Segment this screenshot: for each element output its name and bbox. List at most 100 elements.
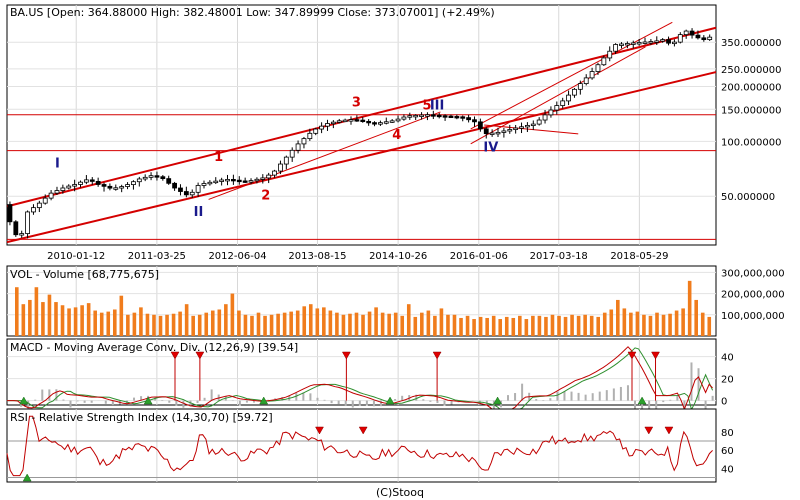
price-y-tick-label: 250.000000 <box>721 65 781 76</box>
volume-bar <box>564 317 568 336</box>
macd-histogram-bar <box>239 401 241 406</box>
candle-body <box>649 42 653 44</box>
macd-title: MACD - Moving Average Conv. Div. (12,26,… <box>10 341 298 354</box>
candle-body <box>690 31 694 35</box>
candle-body <box>408 116 412 118</box>
candle-body <box>43 198 47 203</box>
volume-bar <box>511 318 515 336</box>
macd-histogram-bar <box>331 401 333 404</box>
volume-bar <box>557 316 561 336</box>
volume-bar <box>466 316 470 336</box>
volume-bar <box>178 312 182 336</box>
macd-histogram-bar <box>620 387 622 401</box>
candle-body <box>73 184 77 186</box>
volume-bar <box>655 313 659 336</box>
candle-body <box>114 188 118 190</box>
candle-body <box>343 120 347 122</box>
candle-body <box>20 234 24 236</box>
candle-body <box>414 115 418 117</box>
candle-body <box>708 37 712 39</box>
volume-bar <box>231 294 235 336</box>
candle-body <box>314 129 318 133</box>
volume-bar <box>270 315 274 336</box>
volume-bar <box>642 315 646 336</box>
macd-histogram-bar <box>175 401 177 406</box>
macd-histogram-bar <box>309 393 311 400</box>
date-tick-label: 2012-06-04 <box>208 251 266 262</box>
candle-body <box>461 117 465 119</box>
candle-body <box>608 51 612 58</box>
candle-body <box>443 116 447 118</box>
macd-histogram-bar <box>712 396 714 401</box>
candle-body <box>49 193 53 198</box>
candle-body <box>684 31 688 35</box>
macd-histogram-bar <box>401 396 403 401</box>
volume-bar <box>106 312 110 336</box>
volume-y-tick-label: 200,000,000 <box>721 290 785 301</box>
wave-label: 3 <box>352 96 361 111</box>
macd-histogram-bar <box>443 401 445 406</box>
candle-body <box>467 118 471 120</box>
volume-bar <box>15 287 19 336</box>
macd-histogram-bar <box>77 401 79 402</box>
candle-body <box>320 126 324 129</box>
macd-histogram-bar <box>204 398 206 401</box>
candle-body <box>349 120 353 122</box>
volume-bar <box>525 319 529 336</box>
wave-label: 4 <box>392 128 401 143</box>
candle-body <box>508 130 512 132</box>
candle-body <box>337 121 341 123</box>
candle-body <box>96 181 100 184</box>
macd-histogram-bar <box>535 399 537 401</box>
volume-bar <box>342 315 346 336</box>
date-tick-label: 2016-01-06 <box>450 251 508 262</box>
candle-body <box>367 121 371 123</box>
volume-bar <box>381 313 385 336</box>
macd-histogram-bar <box>507 395 509 401</box>
macd-histogram-bar <box>690 362 692 400</box>
candle-body <box>520 127 524 129</box>
volume-bar <box>518 316 522 336</box>
date-tick-label: 2010-01-12 <box>47 251 105 262</box>
volume-bar <box>492 316 496 336</box>
volume-bar <box>420 313 424 336</box>
candle-body <box>14 222 18 235</box>
candle-body <box>672 42 676 44</box>
date-tick-label: 2011-03-25 <box>128 251 186 262</box>
macd-histogram-bar <box>324 400 326 401</box>
volume-bar <box>668 314 672 336</box>
candle-body <box>561 101 565 106</box>
candle-body <box>131 182 135 185</box>
volume-bar <box>165 315 169 336</box>
candle-body <box>478 122 482 129</box>
macd-histogram-bar <box>662 401 664 403</box>
candle-body <box>8 205 12 222</box>
macd-histogram-bar <box>563 391 565 400</box>
candle-body <box>355 120 359 122</box>
candle-body <box>555 106 559 110</box>
volume-bar <box>120 296 124 336</box>
candle-body <box>402 117 406 119</box>
volume-bar <box>361 315 365 336</box>
volume-bar <box>570 315 574 336</box>
wave-label: III <box>430 98 445 113</box>
volume-bar <box>126 315 130 336</box>
volume-bar <box>374 307 378 336</box>
date-tick-label: 2014-10-26 <box>369 251 427 262</box>
macd-histogram-bar <box>592 393 594 400</box>
candle-body <box>484 129 488 134</box>
volume-bar <box>433 316 437 336</box>
volume-bar <box>172 314 176 336</box>
rsi-y-tick-label: 80 <box>721 428 734 439</box>
candle-body <box>137 179 141 182</box>
volume-bar <box>427 311 431 336</box>
candle-body <box>449 116 453 118</box>
volume-bar <box>446 315 450 336</box>
volume-bar <box>113 309 117 336</box>
volume-bar <box>48 295 52 336</box>
candle-body <box>178 188 182 192</box>
macd-histogram-bar <box>599 392 601 401</box>
macd-histogram-bar <box>62 400 64 401</box>
volume-bar <box>204 313 208 336</box>
candle-body <box>255 179 259 181</box>
